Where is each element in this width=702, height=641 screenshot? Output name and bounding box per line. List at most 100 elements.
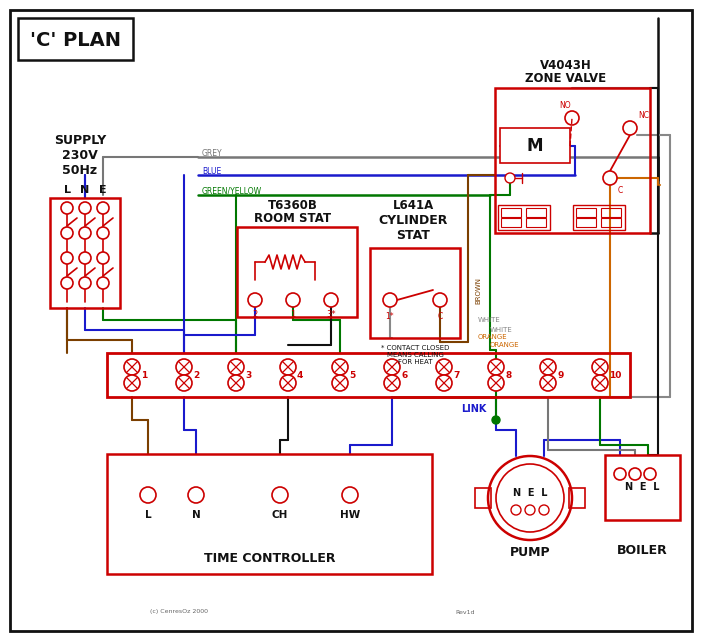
Circle shape [176, 375, 192, 391]
Bar [569, 488, 585, 508]
Text: TIME CONTROLLER: TIME CONTROLLER [204, 552, 336, 565]
Circle shape [488, 375, 504, 391]
Circle shape [286, 293, 300, 307]
Text: N  E  L: N E L [625, 482, 659, 492]
Circle shape [614, 468, 626, 480]
Text: M: M [526, 137, 543, 155]
Text: GREEN/YELLOW: GREEN/YELLOW [202, 187, 262, 196]
Bar [498, 205, 550, 230]
Circle shape [436, 375, 452, 391]
Text: V4043H: V4043H [540, 58, 592, 72]
Text: LINK: LINK [461, 404, 486, 414]
Circle shape [511, 505, 521, 515]
Text: GREY: GREY [202, 149, 223, 158]
Circle shape [97, 202, 109, 214]
Circle shape [433, 293, 447, 307]
Text: BLUE: BLUE [202, 167, 221, 176]
Bar [500, 128, 570, 163]
Text: 5: 5 [349, 370, 355, 379]
Bar [495, 88, 650, 233]
Text: E: E [99, 185, 107, 195]
Circle shape [539, 505, 549, 515]
Circle shape [488, 456, 572, 540]
Circle shape [61, 202, 73, 214]
Text: 7: 7 [453, 370, 459, 379]
Circle shape [280, 375, 296, 391]
Text: 8: 8 [505, 370, 511, 379]
Circle shape [79, 202, 91, 214]
Text: 2: 2 [193, 370, 199, 379]
Bar [50, 198, 120, 308]
Bar [576, 208, 596, 217]
Text: 3*: 3* [326, 310, 336, 319]
Text: 9: 9 [557, 370, 564, 379]
Bar [475, 488, 491, 508]
Text: 10: 10 [609, 370, 621, 379]
Circle shape [383, 293, 397, 307]
Text: 4: 4 [297, 370, 303, 379]
Bar [605, 455, 680, 520]
Circle shape [272, 487, 288, 503]
Text: (c) CenresOz 2000: (c) CenresOz 2000 [150, 610, 208, 615]
Circle shape [603, 171, 617, 185]
Bar [237, 227, 357, 317]
Text: ZONE VALVE: ZONE VALVE [525, 72, 607, 85]
Circle shape [629, 468, 641, 480]
Circle shape [505, 173, 515, 183]
Text: 2: 2 [253, 310, 258, 319]
Text: 'C' PLAN: 'C' PLAN [29, 31, 121, 49]
Text: 50Hz: 50Hz [62, 163, 98, 176]
Circle shape [332, 375, 348, 391]
Text: NC: NC [638, 111, 649, 120]
Text: ORANGE: ORANGE [478, 334, 508, 340]
Text: L641A: L641A [392, 199, 434, 212]
Circle shape [97, 227, 109, 239]
Circle shape [384, 375, 400, 391]
Circle shape [176, 359, 192, 375]
Text: N: N [192, 510, 200, 520]
Circle shape [525, 505, 535, 515]
Text: C: C [618, 186, 623, 195]
Circle shape [61, 227, 73, 239]
Text: WHITE: WHITE [490, 327, 512, 333]
Bar [526, 208, 546, 217]
Text: SUPPLY: SUPPLY [54, 133, 106, 147]
Circle shape [97, 277, 109, 289]
Text: L: L [145, 510, 152, 520]
Circle shape [644, 468, 656, 480]
Circle shape [228, 375, 244, 391]
Text: T6360B: T6360B [268, 199, 318, 212]
Text: 1*: 1* [385, 312, 395, 321]
Text: N  E  L: N E L [512, 488, 548, 498]
Text: BOILER: BOILER [616, 544, 668, 556]
Text: STAT: STAT [396, 228, 430, 242]
Text: 6: 6 [401, 370, 407, 379]
Text: 1: 1 [291, 310, 296, 319]
Circle shape [592, 359, 608, 375]
Bar [501, 208, 521, 217]
Bar [601, 208, 621, 217]
Text: BROWN: BROWN [475, 276, 481, 303]
Text: L: L [63, 185, 70, 195]
Text: N: N [80, 185, 90, 195]
Circle shape [623, 121, 637, 135]
Circle shape [188, 487, 204, 503]
Bar [107, 353, 630, 397]
Bar [370, 248, 460, 338]
Text: Rev1d: Rev1d [455, 610, 475, 615]
Text: CH: CH [272, 510, 289, 520]
Circle shape [140, 487, 156, 503]
Circle shape [124, 359, 140, 375]
Circle shape [592, 375, 608, 391]
Bar [576, 218, 596, 227]
Circle shape [492, 416, 500, 424]
Text: PUMP: PUMP [510, 545, 550, 558]
Circle shape [79, 227, 91, 239]
Text: HW: HW [340, 510, 360, 520]
Text: ROOM STAT: ROOM STAT [254, 212, 331, 224]
Text: 1: 1 [141, 370, 147, 379]
Circle shape [61, 252, 73, 264]
Circle shape [248, 293, 262, 307]
Circle shape [97, 252, 109, 264]
Bar [601, 218, 621, 227]
